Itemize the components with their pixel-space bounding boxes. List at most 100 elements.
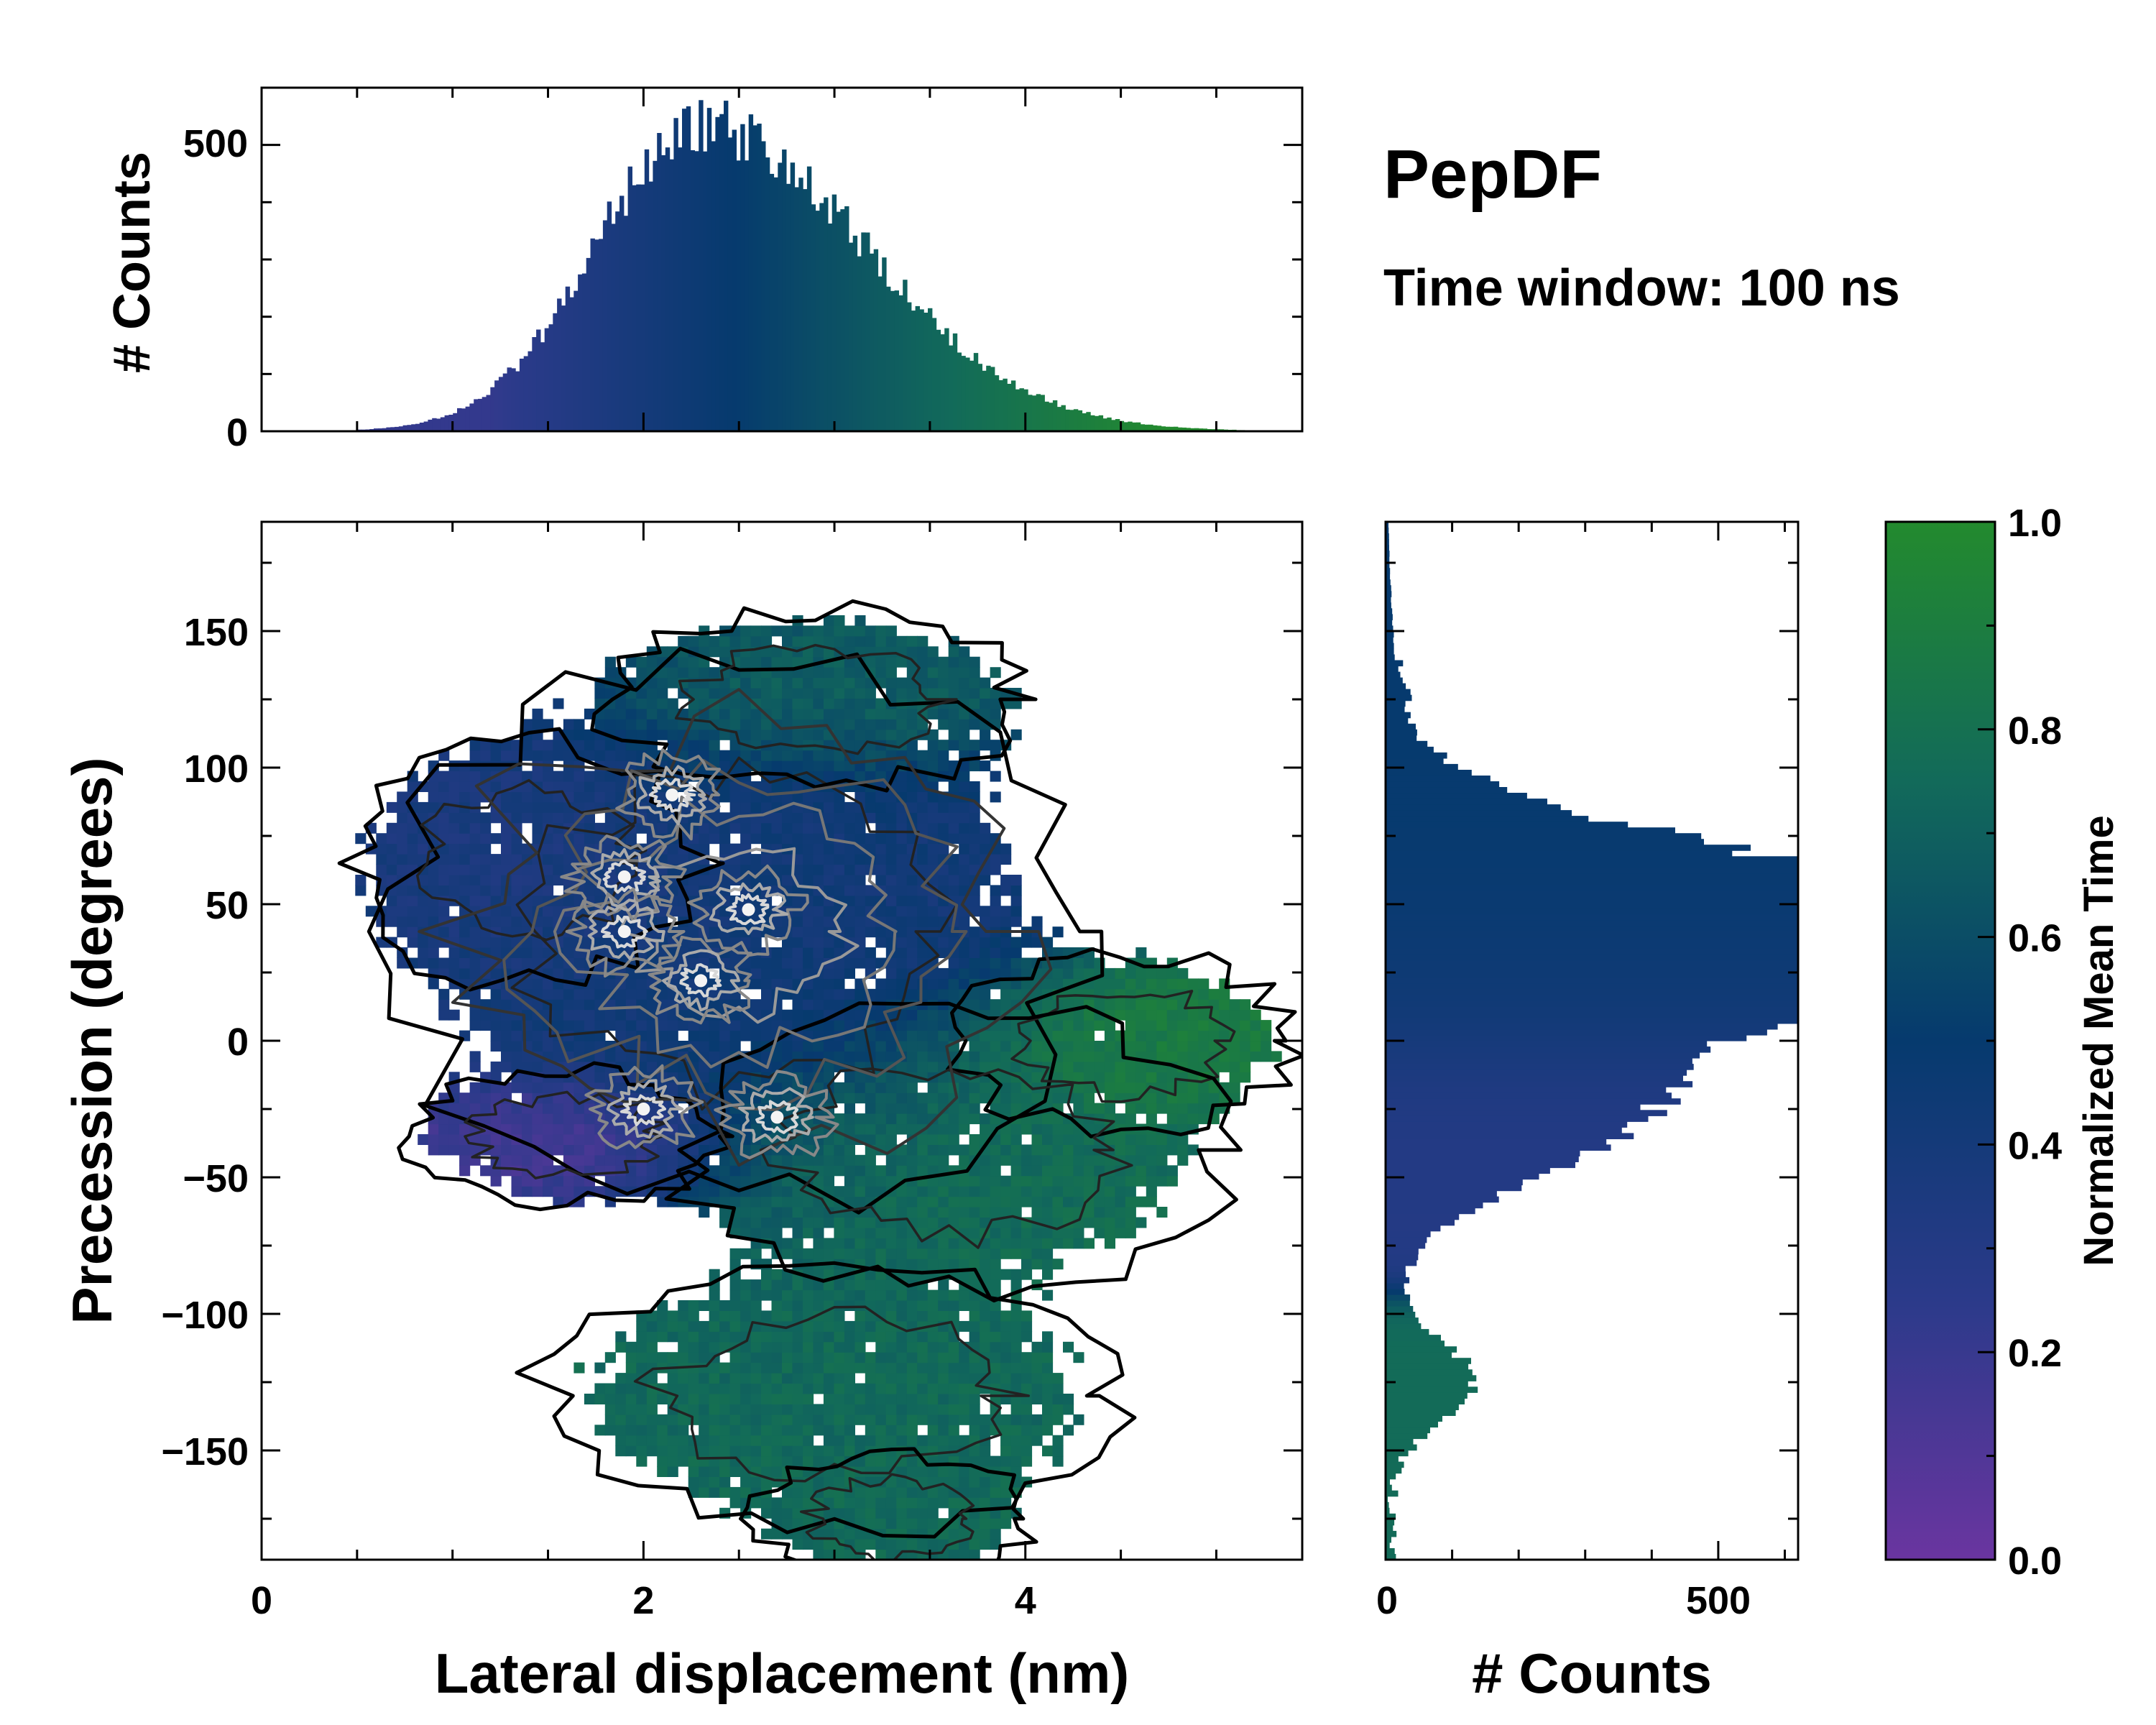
heatmap-cell	[938, 1362, 949, 1374]
heatmap-cell	[844, 688, 855, 699]
heatmap-cell	[699, 1123, 710, 1135]
heatmap-cell	[646, 698, 658, 709]
heatmap-cell	[1021, 1383, 1033, 1394]
top-histogram-bar	[1132, 422, 1137, 431]
heatmap-cell	[917, 1030, 929, 1041]
heatmap-cell	[854, 729, 866, 740]
heatmap-cell	[917, 1300, 929, 1311]
heatmap-cell	[844, 1404, 855, 1415]
heatmap-cell	[1073, 1082, 1084, 1093]
heatmap-cell	[719, 1466, 731, 1477]
heatmap-cell	[844, 1217, 855, 1228]
heatmap-cell	[990, 1154, 1001, 1166]
heatmap-cell	[875, 656, 887, 668]
top-histogram-bar	[1186, 428, 1191, 431]
heatmap-cell	[761, 999, 773, 1011]
heatmap-cell	[782, 854, 793, 865]
contour-line	[633, 1305, 1031, 1483]
top-histogram-bar	[694, 151, 699, 431]
heatmap-cell	[917, 1507, 929, 1519]
heatmap-cell	[771, 1476, 783, 1488]
heatmap-cell	[917, 1009, 929, 1021]
heatmap-cell	[906, 1186, 918, 1197]
heatmap-cell	[480, 957, 492, 969]
heatmap-cell	[625, 1445, 637, 1457]
heatmap-cell	[1094, 1227, 1105, 1238]
heatmap-cell	[969, 1476, 980, 1488]
heatmap-cell	[803, 1539, 814, 1550]
right-histogram-bar	[1386, 1548, 1395, 1555]
heatmap-cell	[543, 1134, 554, 1145]
heatmap-cell	[927, 1394, 939, 1404]
heatmap-cell	[1021, 1414, 1033, 1425]
heatmap-cell	[896, 937, 908, 948]
heatmap-cell	[938, 1289, 949, 1301]
heatmap-cell	[740, 1289, 752, 1301]
heatmap-cell	[397, 864, 408, 875]
heatmap-cell	[448, 967, 460, 979]
heatmap-cell	[418, 801, 429, 813]
heatmap-cell	[459, 895, 471, 906]
heatmap-cell	[906, 1123, 918, 1135]
heatmap-cell	[782, 1289, 793, 1301]
right-histogram-bar	[1386, 850, 1733, 857]
heatmap-cell	[792, 1279, 803, 1291]
heatmap-cell	[906, 1259, 918, 1270]
right-histogram-bar	[1386, 1225, 1441, 1232]
heatmap-cell	[1000, 988, 1012, 1000]
heatmap-cell	[740, 1404, 752, 1415]
heatmap-cell	[1052, 1134, 1064, 1145]
heatmap-cell	[990, 1373, 1001, 1384]
heatmap-cell	[1094, 1051, 1105, 1062]
heatmap-cell	[906, 688, 918, 699]
heatmap-cell	[699, 1072, 710, 1083]
heatmap-cell	[1021, 1352, 1033, 1363]
heatmap-cell	[865, 1123, 876, 1135]
top-histogram-ticks	[260, 86, 1302, 433]
heatmap-cell	[553, 957, 564, 969]
heatmap-cell	[792, 635, 803, 647]
heatmap-cell	[448, 854, 460, 865]
heatmap-cell	[636, 1165, 648, 1177]
heatmap-cell	[948, 1476, 959, 1488]
heatmap-cell	[418, 937, 429, 948]
right-histogram-bar	[1386, 763, 1458, 770]
heatmap-cell	[803, 1196, 814, 1208]
heatmap-cell	[459, 833, 471, 845]
right-histogram-bar	[1386, 914, 1798, 921]
top-histogram-bar	[1023, 389, 1028, 431]
heatmap-cell	[1000, 1476, 1012, 1488]
heatmap-cell	[917, 760, 929, 772]
heatmap-cell	[959, 1549, 970, 1560]
heatmap-cell	[1115, 1227, 1126, 1238]
heatmap-cell	[729, 1466, 741, 1477]
heatmap-cell	[803, 1383, 814, 1394]
heatmap-cell	[927, 688, 939, 699]
heatmap-cell	[511, 854, 522, 865]
heatmap-cell	[885, 885, 897, 896]
heatmap-cell	[875, 833, 887, 845]
heatmap-cell	[980, 843, 991, 855]
heatmap-cell	[948, 1549, 959, 1560]
heatmap-cell	[854, 677, 866, 689]
heatmap-cell	[854, 1455, 866, 1467]
heatmap-cell	[1052, 1414, 1064, 1425]
right-histogram-bar	[1386, 677, 1403, 684]
top-histogram-bar	[436, 418, 441, 431]
heatmap-cell	[604, 1020, 616, 1031]
heatmap-cell	[917, 1207, 929, 1218]
heatmap-cell	[896, 1165, 908, 1177]
heatmap-cell	[1115, 978, 1126, 990]
heatmap-cell	[854, 1497, 866, 1509]
heatmap-cell	[615, 1425, 627, 1436]
top-histogram-bar	[686, 106, 691, 431]
heatmap-cell	[480, 812, 492, 824]
heatmap-cell	[761, 1394, 773, 1404]
heatmap-cell	[906, 646, 918, 658]
heatmap-cell	[750, 1425, 762, 1436]
top-histogram-bar	[1128, 421, 1133, 431]
heatmap-cell	[1063, 1196, 1074, 1208]
heatmap-cell	[980, 1165, 991, 1177]
heatmap-cell	[969, 719, 980, 730]
top-histogram-bar	[386, 427, 391, 431]
